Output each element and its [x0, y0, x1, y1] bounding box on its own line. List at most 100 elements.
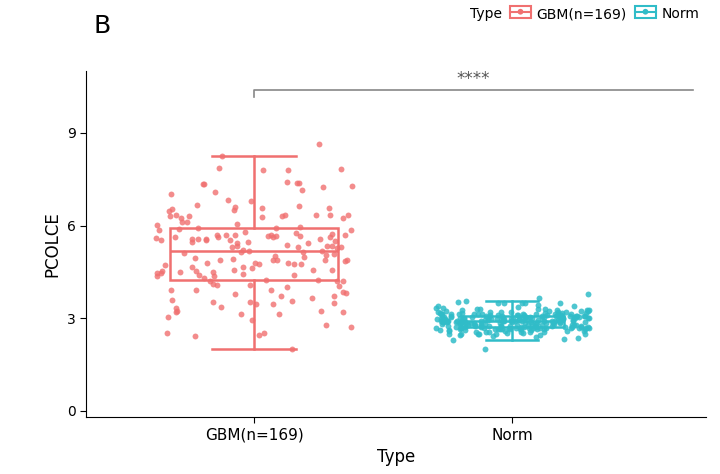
Point — [321, 242, 333, 250]
Point — [518, 314, 529, 322]
Point — [479, 346, 490, 353]
Point — [171, 308, 182, 315]
Point — [549, 310, 560, 318]
Point — [583, 306, 595, 314]
Point — [504, 325, 516, 333]
Point — [320, 321, 332, 328]
Point — [494, 319, 505, 327]
Point — [437, 304, 449, 312]
Point — [552, 311, 564, 319]
Point — [316, 247, 328, 255]
Point — [519, 313, 531, 321]
Point — [515, 328, 526, 336]
Point — [191, 201, 202, 209]
Point — [271, 256, 283, 264]
Point — [526, 320, 537, 328]
Point — [246, 197, 257, 205]
Point — [198, 274, 210, 282]
Point — [570, 321, 582, 329]
Point — [561, 327, 572, 334]
Point — [530, 334, 541, 341]
Point — [516, 299, 528, 307]
Point — [511, 321, 523, 329]
Point — [541, 319, 552, 327]
Point — [550, 312, 562, 320]
Point — [468, 310, 480, 318]
Point — [200, 235, 212, 243]
Point — [552, 310, 564, 318]
Point — [151, 273, 163, 280]
Point — [319, 256, 330, 264]
Point — [477, 310, 488, 318]
Point — [260, 276, 271, 283]
Point — [454, 331, 466, 339]
Point — [580, 318, 591, 326]
Point — [173, 225, 184, 233]
Point — [472, 310, 484, 318]
Point — [228, 266, 239, 274]
Point — [456, 310, 467, 317]
Point — [573, 324, 585, 332]
Point — [190, 286, 202, 293]
Point — [239, 228, 251, 236]
Point — [491, 315, 503, 322]
Point — [575, 308, 586, 315]
Point — [483, 328, 495, 336]
Point — [159, 261, 171, 269]
Point — [468, 319, 480, 327]
Point — [150, 234, 162, 241]
Point — [582, 290, 594, 297]
Point — [287, 297, 298, 305]
Point — [341, 256, 352, 264]
Point — [436, 320, 447, 328]
Point — [212, 281, 223, 289]
Point — [544, 307, 555, 315]
Point — [166, 296, 178, 304]
Point — [250, 300, 261, 308]
Y-axis label: PCOLCE: PCOLCE — [43, 211, 61, 277]
Point — [471, 305, 482, 313]
Point — [513, 316, 525, 323]
Point — [528, 325, 539, 332]
Point — [293, 180, 305, 187]
Point — [191, 267, 202, 275]
Point — [450, 318, 462, 325]
Point — [519, 319, 531, 327]
Point — [480, 320, 491, 328]
Point — [567, 322, 578, 329]
Point — [329, 237, 341, 245]
Point — [522, 321, 534, 329]
Point — [199, 180, 210, 188]
Point — [483, 322, 495, 330]
Point — [490, 330, 501, 337]
Point — [262, 232, 274, 240]
Point — [294, 232, 306, 240]
Point — [246, 316, 257, 324]
Point — [176, 214, 187, 221]
Point — [189, 255, 201, 262]
Point — [339, 257, 351, 264]
Point — [474, 330, 485, 337]
Point — [564, 312, 576, 319]
Point — [579, 325, 590, 333]
Point — [445, 312, 456, 319]
Point — [194, 271, 205, 278]
Point — [213, 164, 225, 172]
Point — [551, 307, 562, 314]
Point — [156, 237, 167, 244]
Point — [526, 314, 537, 322]
Point — [436, 316, 447, 323]
Point — [548, 320, 559, 328]
Point — [583, 315, 595, 322]
Point — [525, 328, 536, 336]
Point — [531, 319, 542, 327]
Point — [246, 264, 258, 272]
Point — [454, 319, 465, 327]
Point — [268, 234, 279, 241]
Point — [456, 331, 467, 338]
Point — [211, 231, 222, 238]
Point — [484, 311, 495, 319]
Point — [244, 298, 256, 306]
Point — [297, 186, 308, 193]
Point — [166, 190, 177, 198]
